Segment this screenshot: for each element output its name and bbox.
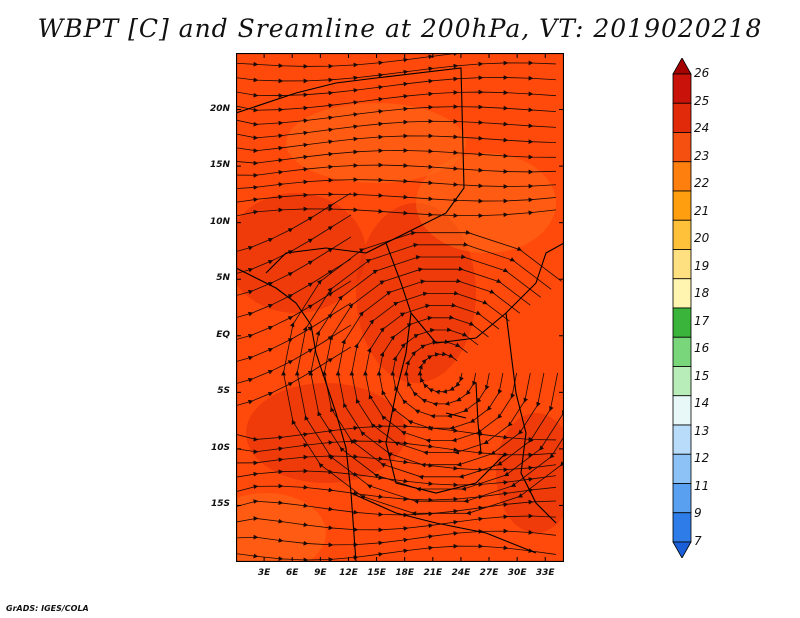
colorbar-swatch [672, 278, 692, 309]
streamline [236, 177, 557, 190]
streamline [236, 148, 557, 166]
lat-tick-label: 15S [210, 499, 230, 510]
colorbar-swatch [672, 219, 692, 250]
streamline [236, 483, 557, 503]
lat-tick-label: 5N [216, 273, 230, 284]
lon-tick-label: 3E [257, 568, 271, 578]
streamline [236, 423, 557, 442]
lon-tick-label: 24E [451, 568, 471, 578]
lon-tick-label: 18E [395, 568, 415, 578]
lon-tick-label: 33E [535, 568, 555, 578]
lon-tick-label: 9E [314, 568, 327, 578]
colorbar [672, 58, 692, 558]
colorbar-level-label: 14 [694, 396, 710, 411]
lat-tick-label: 20N [209, 103, 230, 114]
colorbar-level-label: 21 [694, 203, 710, 218]
colorbar-level-label: 20 [694, 231, 710, 246]
lon-tick-label: 27E [479, 568, 499, 578]
colorbar-swatch [672, 249, 692, 280]
streamlines [236, 53, 564, 562]
map-tickmarks [236, 53, 564, 562]
colorbar-level-label: 16 [694, 341, 710, 356]
colorbar-swatch [672, 102, 692, 133]
colorbar-swatch [672, 424, 692, 455]
colorbar-swatch [672, 190, 692, 221]
map-border [236, 53, 564, 562]
colorbar-swatch [672, 73, 692, 104]
lat-tick-label: 10N [209, 216, 230, 227]
map-panel [236, 53, 564, 562]
colorbar-level-label: 22 [694, 176, 710, 191]
chart-title: WBPT [C] and Sreamline at 200hPa, VT: 20… [37, 14, 763, 43]
colorbar-swatch [672, 161, 692, 192]
streamline [236, 543, 557, 562]
colorbar-level-label: 18 [694, 286, 710, 301]
colorbar-level-label: 19 [694, 258, 710, 273]
streamline [281, 229, 564, 517]
boundary-line [236, 77, 377, 114]
colorbar-swatch [672, 336, 692, 367]
lon-tick-label: 6E [286, 568, 299, 578]
field-patch [246, 383, 406, 483]
streamline [236, 468, 557, 488]
colorbar-swatch [672, 366, 692, 397]
lat-tick-label: 10S [210, 442, 230, 453]
lat-tick-label: 15N [209, 160, 230, 171]
colorbar-level-label: 7 [694, 534, 702, 548]
streamline [236, 346, 352, 407]
colorbar-level-label: 17 [694, 313, 710, 328]
lat-tick-label: EQ [216, 329, 230, 340]
boundary-line [350, 492, 537, 554]
colorbar-level-label: 26 [694, 66, 710, 80]
colorbar-level-label: 15 [694, 368, 710, 383]
colorbar-level-label: 24 [694, 121, 710, 136]
boundary-line [385, 312, 507, 494]
boundary-line [535, 242, 564, 284]
colorbar-swatch [672, 395, 692, 426]
boundary-line [265, 247, 367, 274]
colorbar-swatch [672, 132, 692, 163]
grads-credit: GrADS: IGES/COLA [6, 604, 89, 613]
colorbar-level-label: 25 [694, 93, 710, 108]
field-patch [286, 103, 466, 183]
lon-tick-label: 12E [339, 568, 358, 578]
streamline [236, 191, 557, 204]
streamline [236, 162, 557, 178]
colorbar-level-label: 23 [694, 148, 710, 163]
colorbar-swatch [672, 512, 692, 543]
boundary-line [236, 267, 357, 562]
colorbar-top-triangle [672, 58, 692, 75]
boundary-line [445, 382, 482, 454]
lat-tick-label: 5S [217, 386, 230, 397]
colorbar-level-label: 9 [694, 506, 702, 521]
colorbar-level-label: 12 [694, 451, 710, 466]
colorbar-swatch [672, 483, 692, 514]
colorbar-swatch [672, 307, 692, 338]
streamline [236, 133, 557, 154]
lon-tick-label: 15E [367, 568, 386, 578]
colorbar-bottom-triangle [672, 541, 692, 558]
country-boundaries [236, 67, 564, 562]
lon-tick-label: 21E [423, 568, 443, 578]
colorbar-swatch [672, 453, 692, 484]
streamline [236, 528, 557, 548]
lon-tick-label: 30E [507, 568, 527, 578]
colorbar-level-label: 11 [694, 478, 710, 493]
colorbar-level-label: 13 [694, 423, 710, 438]
boundary-line [505, 312, 557, 524]
